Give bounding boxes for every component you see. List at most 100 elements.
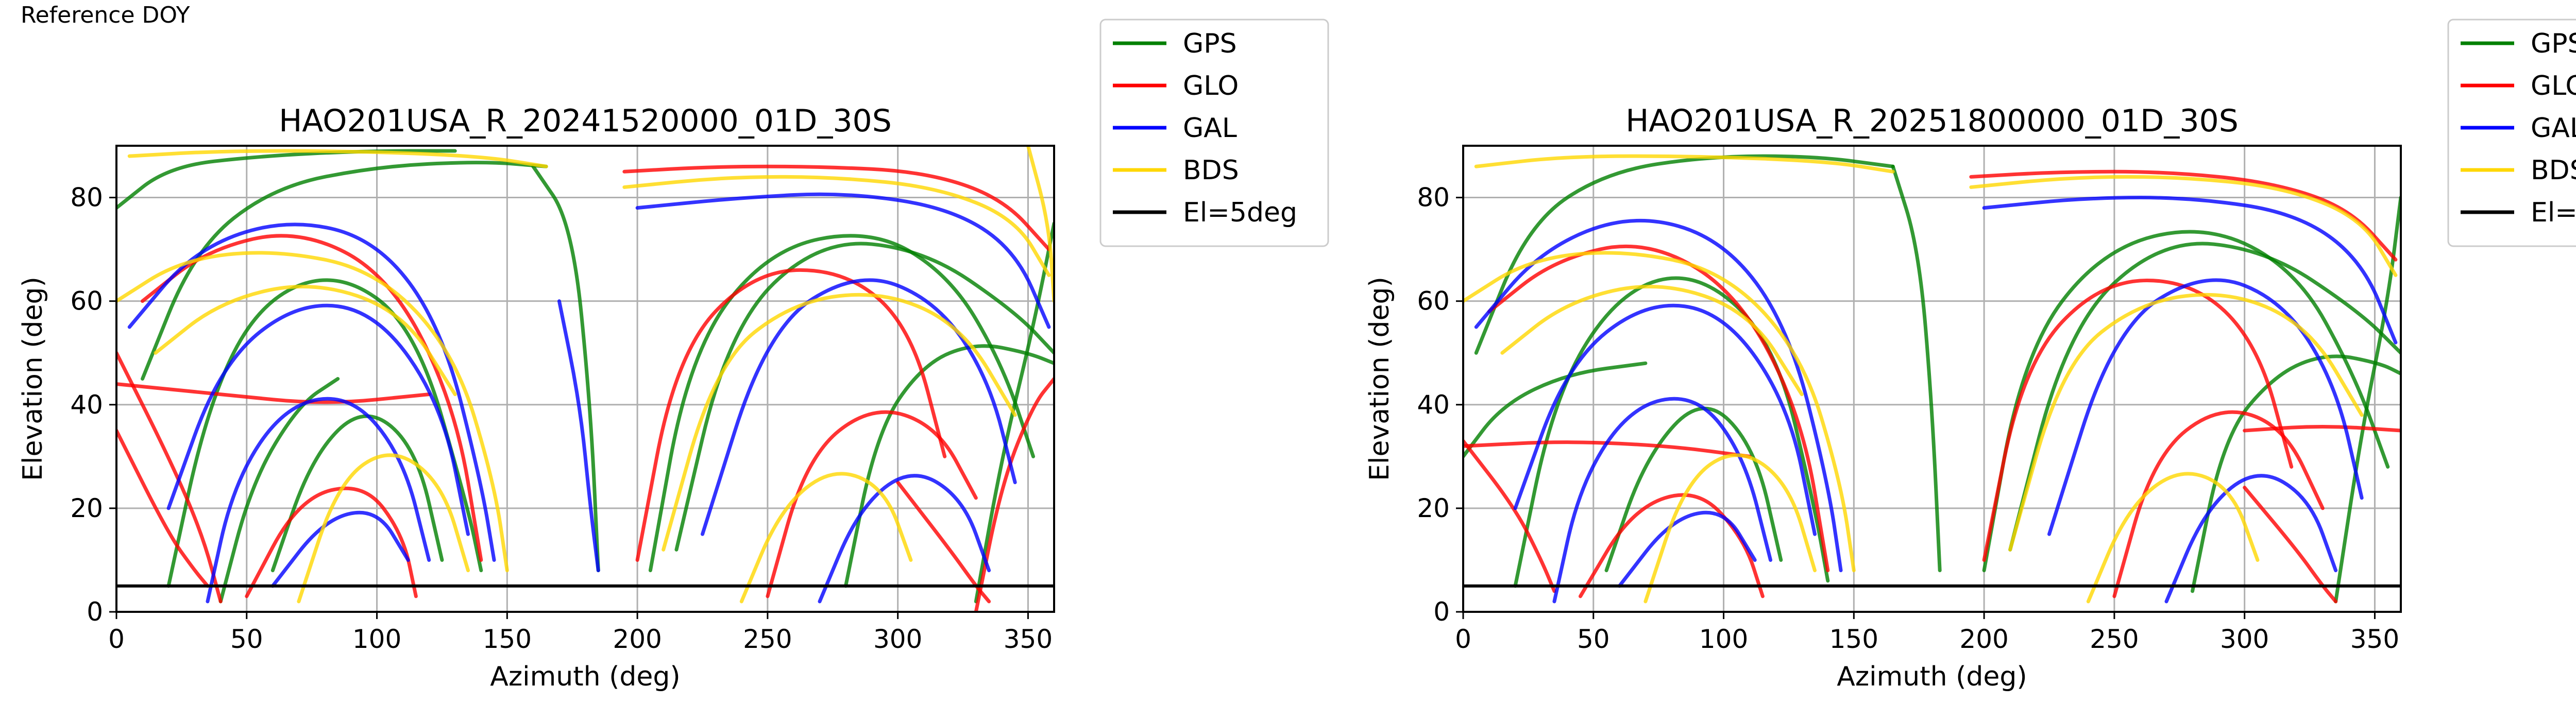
plot-area-left xyxy=(116,146,1054,612)
track-gal xyxy=(635,192,1051,329)
series-bds xyxy=(1463,154,2398,604)
x-axis-label-left: Azimuth (deg) xyxy=(490,661,680,692)
x-tick-label: 350 xyxy=(2350,624,2399,654)
track-bds xyxy=(1463,251,1856,573)
track-glo xyxy=(2243,486,2338,604)
plot-frame-left xyxy=(115,145,1055,613)
track-gal xyxy=(557,299,600,573)
y-tick-label: 80 xyxy=(1417,183,1450,213)
plot-area-right xyxy=(1463,154,2401,604)
chart-panel-right: 0 50 100 150 200 250 300 350 0 20 40 60 80 HAO201US… xyxy=(1364,19,2576,692)
y-ticks-right: 0 20 40 60 80 xyxy=(1417,183,1463,627)
legend-label: GLO xyxy=(2531,71,2576,101)
track-glo xyxy=(622,164,1051,251)
track-gal xyxy=(1474,218,1843,573)
series-gps xyxy=(1463,154,2401,604)
track-bds xyxy=(1500,285,1804,397)
y-tick-label: 40 xyxy=(70,390,103,420)
chart-title-left: HAO201USA_R_20241520000_01D_30S xyxy=(279,103,892,139)
legend-label: El=5deg xyxy=(1183,197,1297,228)
track-glo xyxy=(141,234,483,562)
track-gps xyxy=(1463,361,1648,458)
y-tick-label: 60 xyxy=(1417,286,1450,316)
track-glo xyxy=(635,268,947,562)
track-bds xyxy=(116,251,509,573)
legend-label: El=5deg xyxy=(2531,197,2576,228)
track-gps xyxy=(2334,196,2401,604)
x-tick-label: 0 xyxy=(108,624,125,654)
x-tick-label: 100 xyxy=(1699,624,1748,654)
track-bds xyxy=(662,293,1017,552)
track-bds xyxy=(1643,453,1817,604)
track-gps xyxy=(1891,164,1942,573)
track-gps xyxy=(116,149,457,210)
track-gps xyxy=(974,221,1054,604)
track-bds xyxy=(1026,146,1054,303)
track-gps xyxy=(1513,276,1830,588)
track-glo xyxy=(245,486,418,598)
track-gps xyxy=(674,242,1054,552)
series-glo xyxy=(116,164,1054,612)
x-tick-label: 250 xyxy=(2090,624,2139,654)
track-bds xyxy=(2086,472,2260,604)
track-bds xyxy=(622,175,1051,277)
track-gal xyxy=(1513,303,1817,536)
y-tick-label: 0 xyxy=(87,597,103,627)
legend-right: GPS GLO GAL BDS El=5deg xyxy=(2447,19,2576,247)
track-gps xyxy=(218,377,340,604)
series-gps xyxy=(116,149,1054,604)
y-axis-label-left: Elevation (deg) xyxy=(18,277,48,481)
y-tick-label: 80 xyxy=(70,183,103,213)
track-gal xyxy=(1617,510,1757,588)
track-gps xyxy=(2008,242,2401,552)
x-ticks-left: 0 50 100 150 200 250 300 350 xyxy=(108,612,1053,654)
track-glo xyxy=(1579,493,1765,598)
track-glo xyxy=(2243,425,2401,433)
y-tick-label: 40 xyxy=(1417,390,1450,420)
chart-title-right: HAO201USA_R_20251800000_01D_30S xyxy=(1625,103,2239,139)
x-tick-label: 150 xyxy=(483,624,532,654)
legend-label: BDS xyxy=(1183,155,1239,186)
track-gal xyxy=(127,222,496,562)
track-bds xyxy=(1474,154,1895,174)
track-gps xyxy=(531,164,600,573)
x-tick-label: 200 xyxy=(613,624,662,654)
x-tick-label: 0 xyxy=(1455,624,1471,654)
x-tick-label: 300 xyxy=(873,624,922,654)
track-gal xyxy=(166,303,470,536)
y-tick-label: 60 xyxy=(70,286,103,316)
y-tick-label: 20 xyxy=(1417,493,1450,523)
track-gal xyxy=(1552,397,1773,604)
track-gps xyxy=(1604,406,1783,573)
track-gal xyxy=(818,474,991,604)
series-glo xyxy=(1463,169,2401,604)
x-ticks-right: 0 50 100 150 200 250 300 350 xyxy=(1455,612,2399,654)
track-glo xyxy=(766,410,978,598)
x-tick-label: 100 xyxy=(352,624,401,654)
plot-frame-right xyxy=(1462,145,2402,613)
legend-box xyxy=(1099,19,1329,247)
track-glo xyxy=(1982,278,2294,562)
track-bds xyxy=(154,285,457,397)
track-gps xyxy=(270,414,444,573)
track-gps xyxy=(648,234,1036,573)
x-tick-label: 200 xyxy=(1959,624,2008,654)
track-bds xyxy=(2008,293,2364,552)
track-bds xyxy=(1969,175,2398,277)
track-glo xyxy=(1969,169,2398,262)
chart-panel-left: 0 50 100 150 200 250 300 350 0 20 40 60 80 HAO201US… xyxy=(18,19,1329,692)
x-tick-label: 350 xyxy=(1004,624,1053,654)
x-tick-label: 300 xyxy=(2220,624,2269,654)
track-glo xyxy=(1463,440,1752,458)
y-axis-label-right: Elevation (deg) xyxy=(1364,277,1395,481)
track-gal xyxy=(1982,196,2398,345)
track-gal xyxy=(701,278,1017,536)
track-glo xyxy=(896,481,991,604)
track-gps xyxy=(1474,154,1895,355)
track-gps xyxy=(844,344,1054,588)
legend-label: BDS xyxy=(2531,155,2576,186)
y-tick-label: 0 xyxy=(1433,597,1450,627)
track-glo xyxy=(116,382,431,404)
x-tick-label: 150 xyxy=(1829,624,1878,654)
